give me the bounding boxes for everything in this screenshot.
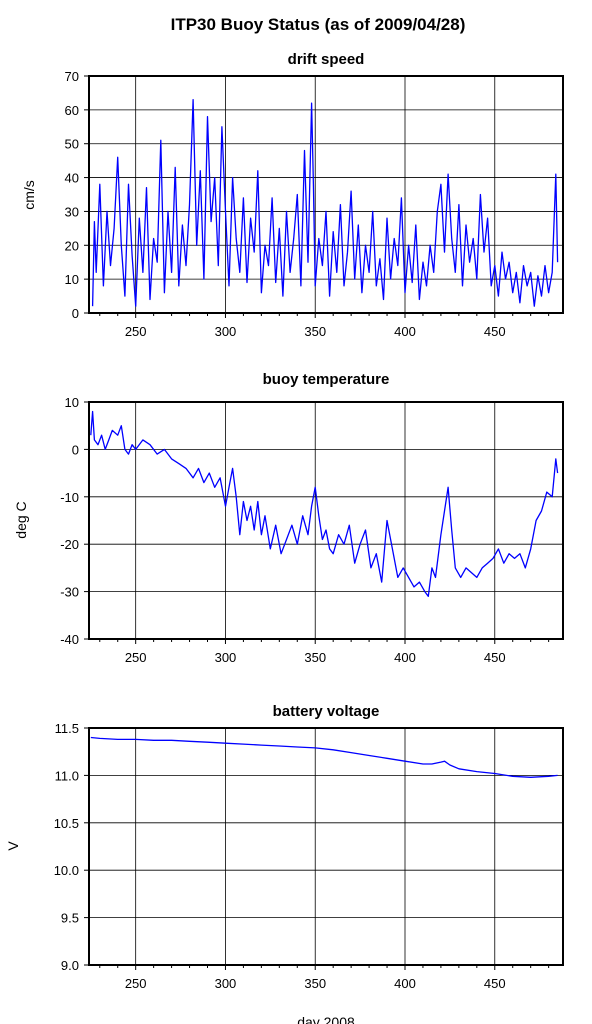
plot-frame-drift-speed <box>88 75 564 314</box>
y-axis-label-buoy-temperature: deg C <box>13 501 29 538</box>
y-tick-label-buoy-temperature: -10 <box>60 490 79 505</box>
y-tick-label-battery-voltage: 10.5 <box>54 816 79 831</box>
y-tick-label-buoy-temperature: -30 <box>60 585 79 600</box>
y-tick-label-battery-voltage: 9.0 <box>61 958 79 973</box>
x-tick-label-drift-speed: 350 <box>304 324 326 339</box>
x-tick-label-drift-speed: 450 <box>484 324 506 339</box>
x-tick-label-drift-speed: 300 <box>215 324 237 339</box>
panel-title-battery-voltage: battery voltage <box>273 703 380 720</box>
series-drift-speed <box>91 99 559 307</box>
y-tick-label-buoy-temperature: -20 <box>60 537 79 552</box>
y-tick-label-buoy-temperature: 0 <box>72 442 79 457</box>
tick-labels-drift-speed: 250 300 350 400 450 0 10 20 30 40 50 60 70 <box>65 69 550 339</box>
y-tick-label-drift-speed: 40 <box>65 171 79 186</box>
y-tick-label-battery-voltage: 11.5 <box>55 721 79 736</box>
y-tick-label-buoy-temperature: 10 <box>65 395 79 410</box>
panel-buoy-temperature: buoy temperature deg C 250 300 350 400 450 -4… <box>13 371 564 665</box>
y-tick-label-battery-voltage: 10.0 <box>54 863 79 878</box>
x-tick-label-buoy-temperature: 400 <box>394 650 416 665</box>
x-tick-label-drift-speed: 400 <box>394 324 416 339</box>
x-tick-label-battery-voltage: 450 <box>484 976 506 991</box>
series-buoy-temperature <box>90 410 559 597</box>
y-axis-label-drift-speed: cm/s <box>21 180 37 210</box>
grid-buoy-temperature <box>89 401 563 640</box>
x-tick-label-buoy-temperature: 250 <box>125 650 147 665</box>
y-tick-label-drift-speed: 30 <box>65 204 79 219</box>
plot-frame-buoy-temperature <box>88 401 564 640</box>
tick-labels-buoy-temperature: 250 300 350 400 450 -40 -30 -20 -10 0 10 <box>60 395 550 665</box>
x-tick-label-battery-voltage: 300 <box>215 976 237 991</box>
y-tick-label-battery-voltage: 9.5 <box>61 911 79 926</box>
series-line-battery-voltage <box>90 736 558 778</box>
panel-drift-speed: drift speed cm/s 250 300 350 400 450 0 10 20 30 4… <box>21 51 564 339</box>
x-tick-label-battery-voltage: 400 <box>394 976 416 991</box>
x-axis-label: day 2008 <box>297 1014 355 1024</box>
x-tick-label-battery-voltage: 250 <box>125 976 147 991</box>
x-tick-label-drift-speed: 250 <box>125 324 147 339</box>
grid-battery-voltage <box>89 727 563 966</box>
figure-title: ITP30 Buoy Status (as of 2009/04/28) <box>171 15 466 34</box>
y-tick-label-drift-speed: 10 <box>65 272 79 287</box>
y-tick-label-drift-speed: 70 <box>65 69 79 84</box>
y-tick-label-drift-speed: 0 <box>72 306 79 321</box>
series-line-drift-speed <box>91 99 559 307</box>
y-tick-label-battery-voltage: 11.0 <box>55 768 79 783</box>
y-tick-label-drift-speed: 20 <box>65 238 79 253</box>
y-tick-label-drift-speed: 60 <box>65 103 79 118</box>
panel-battery-voltage: battery voltage V 250 300 350 400 450 9.0 9.5 1… <box>5 703 564 991</box>
series-line-buoy-temperature <box>90 410 559 597</box>
y-tick-label-buoy-temperature: -40 <box>60 632 79 647</box>
x-tick-label-buoy-temperature: 300 <box>215 650 237 665</box>
panel-title-buoy-temperature: buoy temperature <box>263 371 390 388</box>
x-tick-label-buoy-temperature: 450 <box>484 650 506 665</box>
x-tick-label-battery-voltage: 350 <box>304 976 326 991</box>
y-axis-label-battery-voltage: V <box>5 841 21 851</box>
tick-labels-battery-voltage: 250 300 350 400 450 9.0 9.5 10.0 10.5 11.0 11.5 <box>54 721 550 991</box>
panel-title-drift-speed: drift speed <box>288 51 365 68</box>
x-tick-label-buoy-temperature: 350 <box>304 650 326 665</box>
plot-frame-battery-voltage <box>88 727 564 966</box>
grid-drift-speed <box>89 75 563 314</box>
y-tick-label-drift-speed: 50 <box>65 137 79 152</box>
series-battery-voltage <box>90 736 558 778</box>
